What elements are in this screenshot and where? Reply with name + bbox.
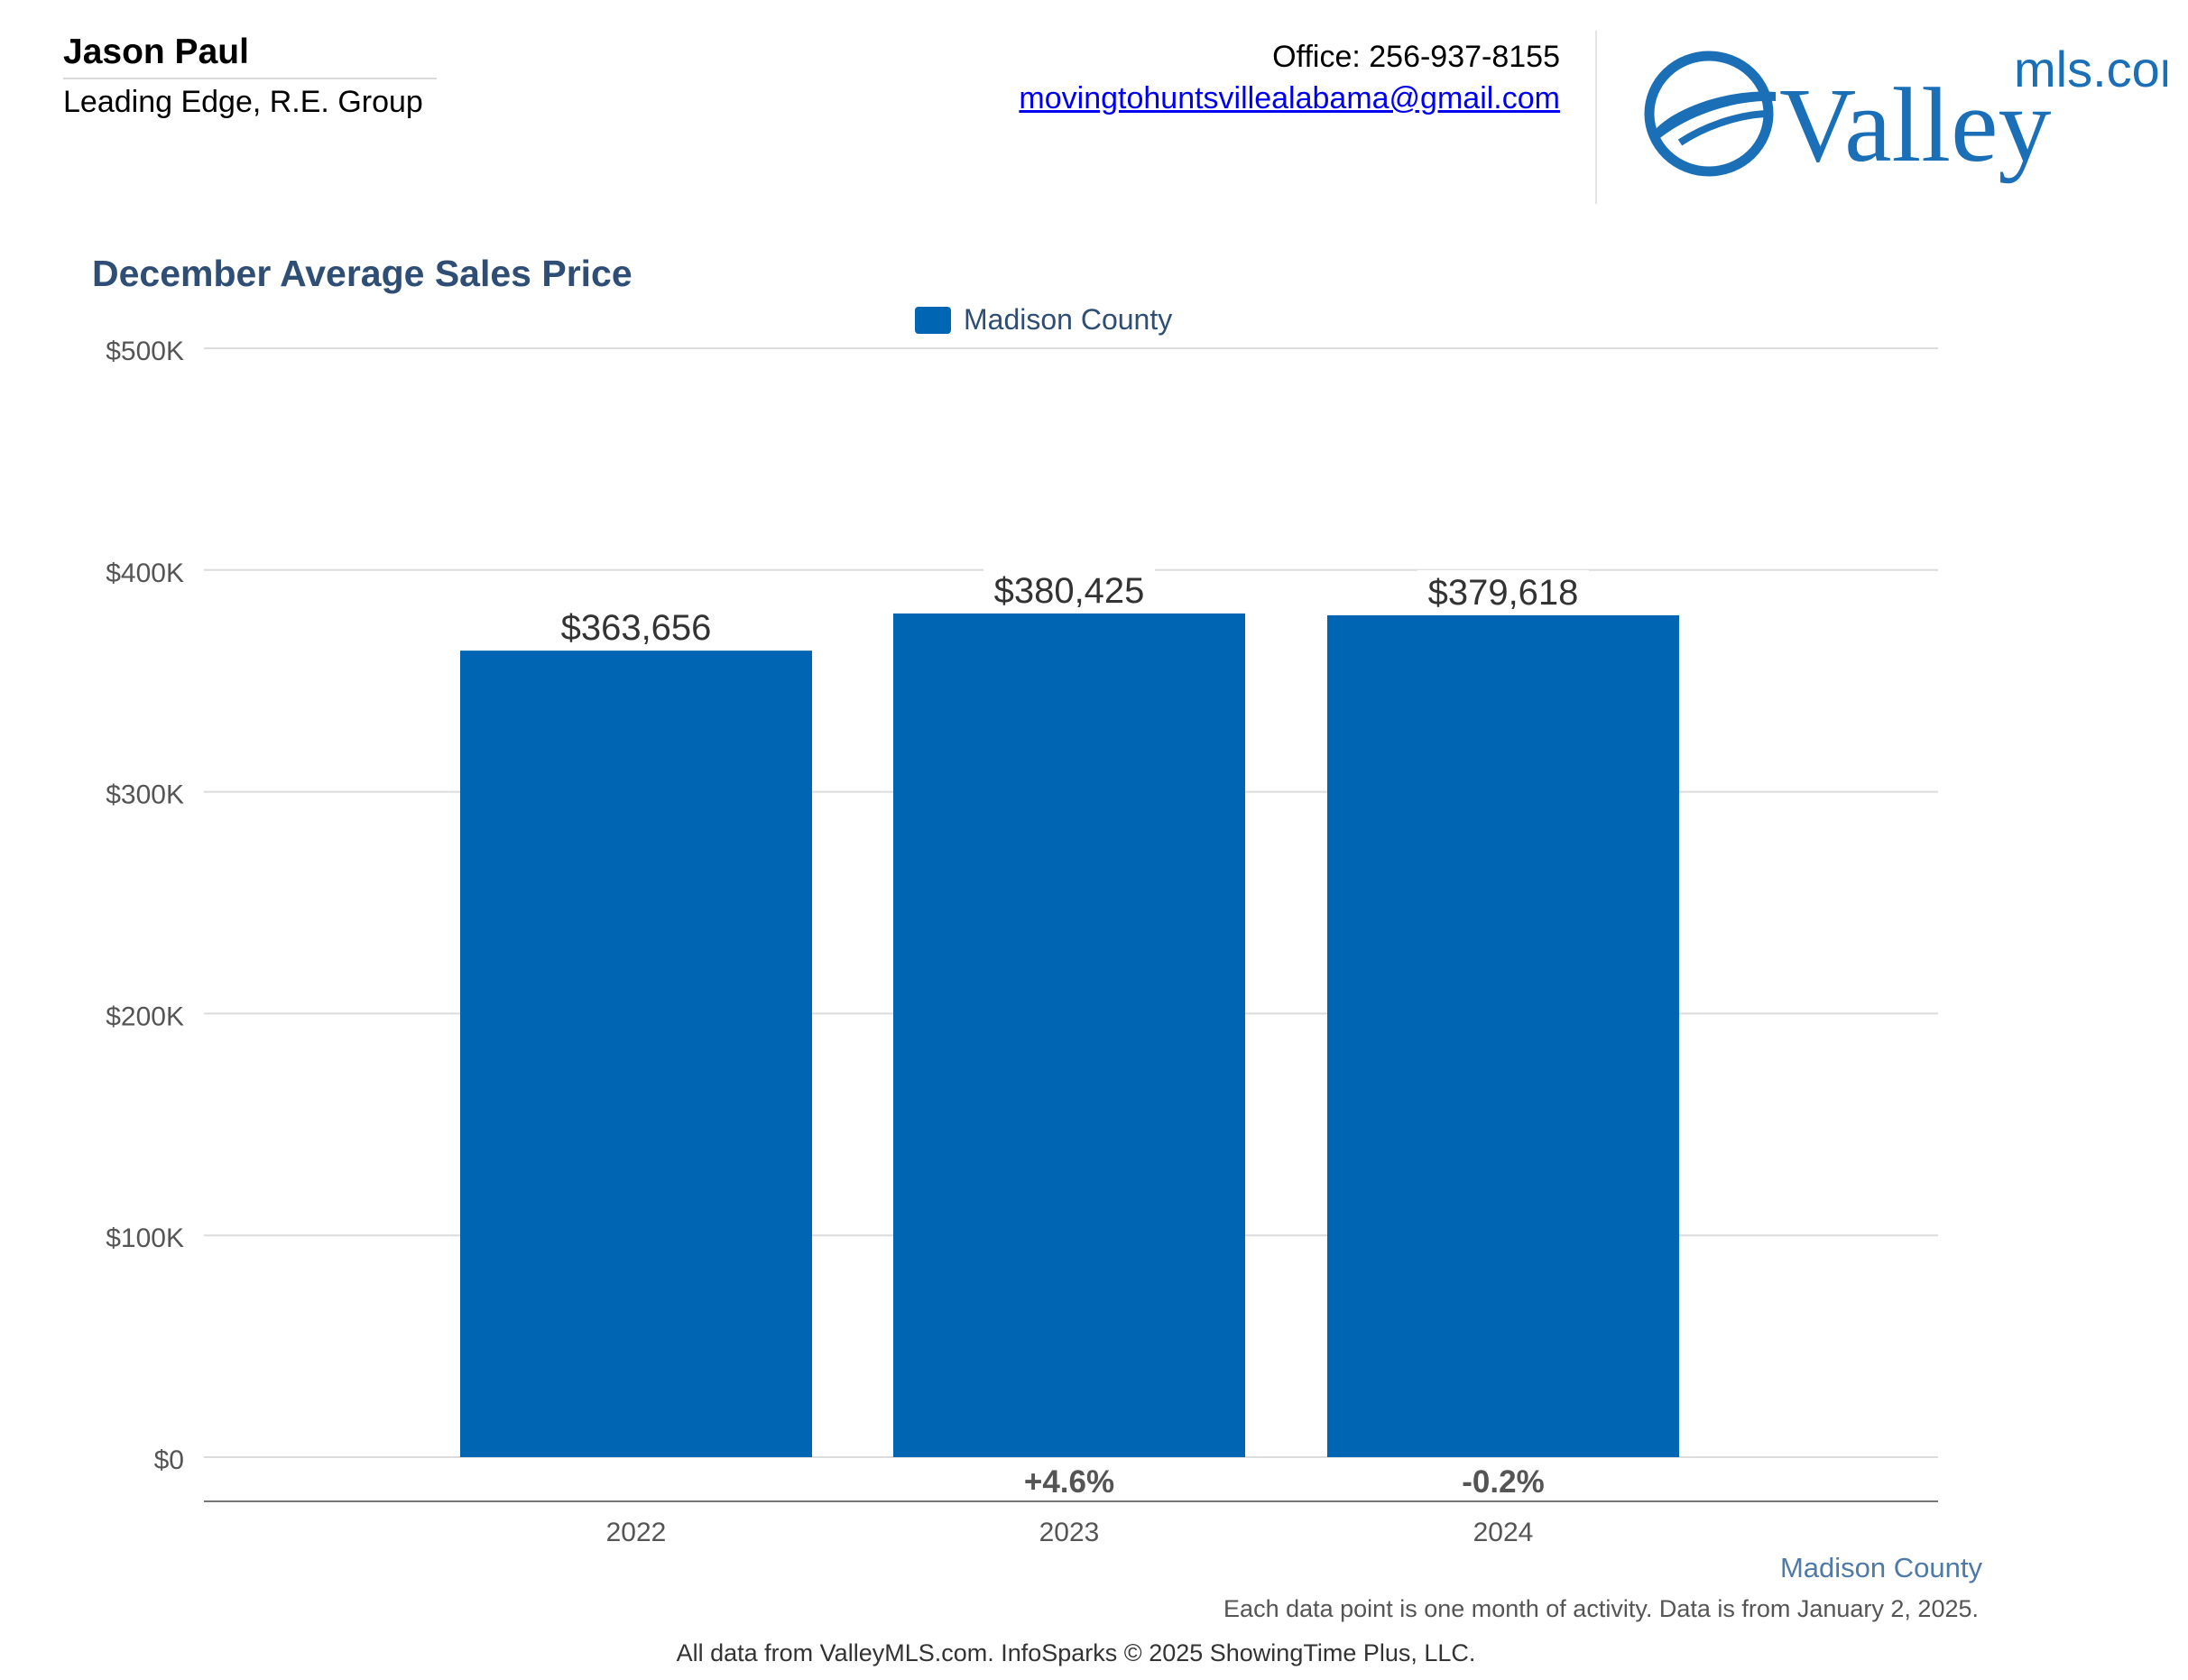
office-phone: Office: 256-937-8155 [1272,40,1560,74]
bars [460,613,1679,1457]
x-tick-label: 2022 [606,1518,667,1547]
contact-block: Office: 256-937-8155 movingtohuntsvillea… [1019,36,1560,119]
y-tick-label: $200K [106,1002,184,1031]
legend-label: Madison County [964,303,1173,336]
y-tick-label: $100K [106,1223,184,1253]
value-label: $379,618 [1428,573,1579,613]
chart-title: December Average Sales Price [92,253,632,294]
x-tick-label: 2023 [1039,1518,1100,1547]
x-axis: 2022 2023 2024 [204,1500,1938,1547]
email-link[interactable]: movingtohuntsvillealabama@gmail.com [1019,81,1560,115]
change-label: +4.6% [1024,1464,1114,1500]
y-tick-label: $400K [106,558,184,588]
y-axis-labels: $0 $100K $200K $300K $400K $500K [106,337,184,1475]
valleymls-logo: Valley mls.com [1644,42,2167,184]
legend[interactable]: Madison County [915,303,1172,337]
y-tick-label: $500K [106,337,184,366]
value-label-bg [1417,569,1589,610]
logo-swoosh-icon [1644,51,1776,177]
value-label: $380,425 [994,571,1145,611]
header-rule [63,78,437,79]
agent-company: Leading Edge, R.E. Group [63,85,423,119]
logo-suffix: mls.com [2014,42,2167,97]
legend-swatch [915,306,951,334]
bar [1327,614,1679,1457]
x-tick-label: 2024 [1473,1518,1534,1547]
footer-note: Each data point is one month of activity… [1223,1595,1979,1622]
change-label: -0.2% [1462,1464,1544,1500]
bar [460,651,812,1457]
footer-series-label: Madison County [1779,1552,1982,1583]
value-labels: $363,656 $380,425 +4.6% $379,618 -0.2% [550,568,1589,1500]
value-label-bg [550,605,722,646]
y-tick-label: $0 [154,1445,184,1475]
bar [893,613,1245,1457]
value-label-bg [983,568,1155,608]
footer-credit: All data from ValleyMLS.com. InfoSparks … [676,1639,1476,1666]
y-tick-label: $300K [106,780,184,810]
value-label: $363,656 [561,608,712,648]
header-divider [1595,31,1597,204]
agent-name: Jason Paul [63,32,249,71]
logo-word: Valley [1779,66,2051,184]
